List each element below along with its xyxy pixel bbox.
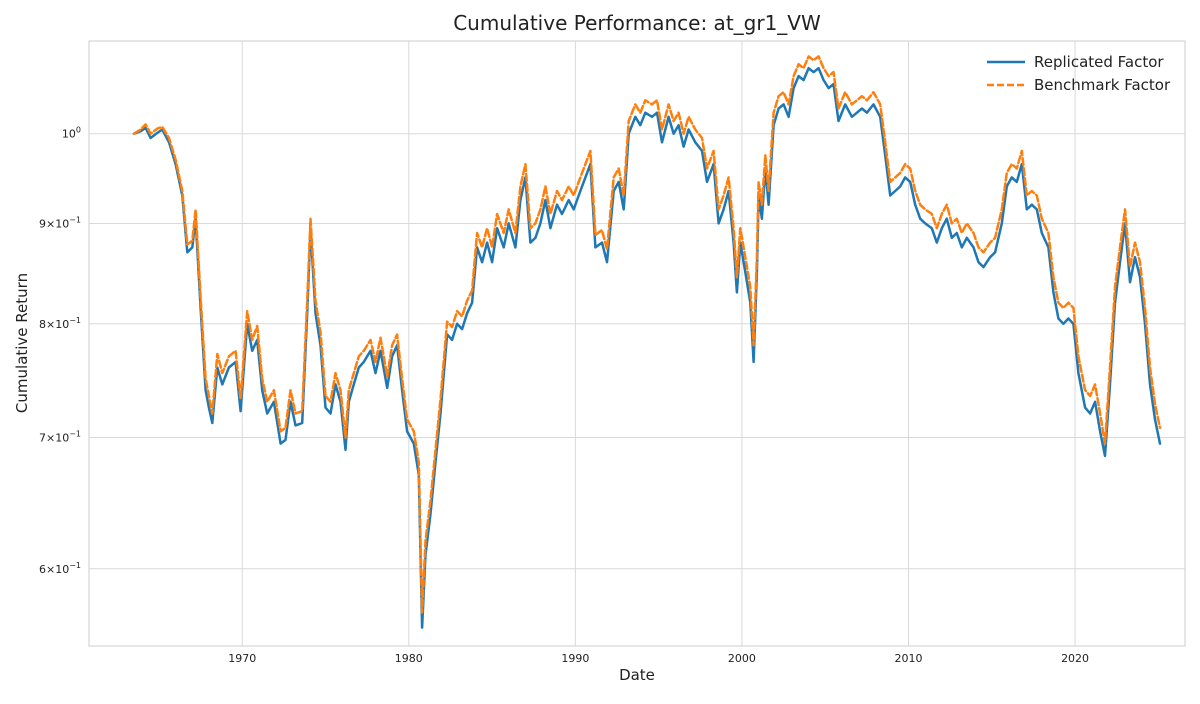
y-tick-label: 7×10−1 <box>39 429 81 444</box>
x-tick-label: 2010 <box>895 652 923 665</box>
legend: Replicated Factor Benchmark Factor <box>987 53 1171 94</box>
tick-layer: 1970 1980 1990 2000 2010 2020 6×10−1 7×10−1 8×10… <box>39 126 1089 665</box>
x-tick-label: 1990 <box>561 652 589 665</box>
x-tick-label: 1970 <box>228 652 256 665</box>
legend-label-replicated: Replicated Factor <box>1034 53 1164 71</box>
y-tick-label: 100 <box>62 126 81 141</box>
series-layer <box>132 55 1162 629</box>
x-tick-label: 2020 <box>1061 652 1089 665</box>
y-tick-label: 9×10−1 <box>39 215 81 230</box>
x-tick-label: 1980 <box>395 652 423 665</box>
y-tick-label: 6×10−1 <box>39 561 81 576</box>
plot-area <box>88 40 1186 647</box>
series-line-benchmark <box>132 55 1162 614</box>
legend-label-benchmark: Benchmark Factor <box>1034 76 1171 94</box>
x-tick-label: 2000 <box>728 652 756 665</box>
chart-title: Cumulative Performance: at_gr1_VW <box>453 11 821 35</box>
y-tick-label: 8×10−1 <box>39 316 81 331</box>
x-axis-label: Date <box>619 666 655 684</box>
y-axis-label: Cumulative Return <box>13 273 31 413</box>
